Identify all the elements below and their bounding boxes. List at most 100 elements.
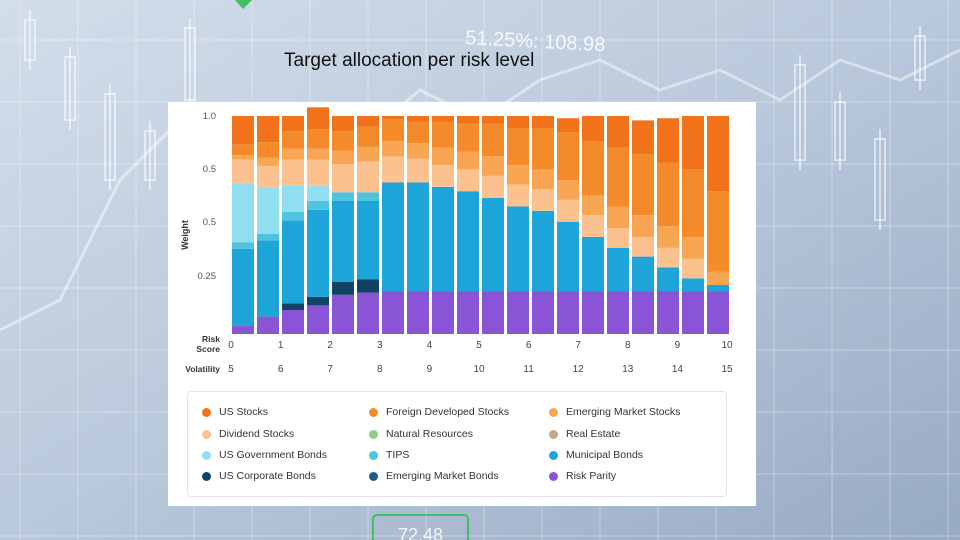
volatility-tick: 9 [427, 364, 433, 375]
bar-segment [482, 291, 504, 334]
bar-segment [607, 291, 629, 334]
legend-label: Foreign Developed Stocks [386, 406, 510, 418]
bar-segment [432, 147, 454, 165]
bg-candle-body [24, 19, 36, 61]
bar-segment [532, 169, 554, 189]
bar-segment [632, 154, 654, 216]
bg-candle-body [874, 138, 886, 221]
bar-segment [707, 291, 729, 334]
bar-segment [257, 187, 279, 234]
volatility-tick: 15 [721, 364, 733, 375]
bar-segment [582, 116, 604, 142]
bar-segment [307, 201, 329, 210]
bar-segment [657, 226, 679, 248]
bar-segment [482, 116, 504, 124]
risk-score-tick: 1 [278, 340, 284, 351]
bar-segment [682, 278, 704, 292]
bar-segment [282, 303, 304, 310]
bar-segment [557, 199, 579, 222]
bar-segment [432, 291, 454, 334]
bar-segment [657, 118, 679, 163]
risk-score-tick: 10 [721, 340, 733, 351]
volatility-tick: 11 [523, 364, 534, 375]
legend-swatch [549, 407, 558, 417]
y-tick-label: 1.0 [203, 111, 216, 122]
bg-candle-body [184, 27, 196, 101]
bar-segment [282, 116, 304, 132]
volatility-tick: 13 [622, 364, 634, 375]
bar-segment [457, 152, 479, 170]
bar-segment [332, 164, 354, 193]
volatility-tick: 7 [327, 364, 333, 375]
bar-segment [407, 182, 429, 292]
risk-score-tick: 8 [625, 340, 631, 351]
legend-label: Natural Resources [386, 428, 473, 440]
bar-segment [382, 141, 404, 157]
bar-segment [557, 180, 579, 200]
bar-segment [432, 186, 454, 292]
bar-segment [332, 201, 354, 282]
risk-score-tick: 0 [228, 340, 234, 351]
legend-item: TIPS [369, 449, 409, 461]
bar-segment [232, 183, 254, 243]
bar-segment [482, 156, 504, 176]
bar-segment [382, 119, 404, 142]
legend-item: Emerging Market Stocks [549, 406, 680, 418]
legend-swatch [369, 450, 378, 460]
bar-segment [582, 195, 604, 216]
bar-segment [482, 123, 504, 157]
bg-candle-body [794, 64, 806, 161]
bar-segment [557, 118, 579, 133]
bar-segment [557, 291, 579, 334]
bar-segment [532, 210, 554, 292]
bar-segment [282, 148, 304, 160]
bg-candle-body [104, 93, 116, 181]
bar-segment [257, 142, 279, 158]
bar-segment [307, 185, 329, 202]
bar-segment [482, 176, 504, 198]
bar-segment [357, 279, 379, 293]
legend-swatch [549, 429, 558, 439]
bar-segment [257, 240, 279, 317]
bar-segment [407, 158, 429, 183]
slide-title: Target allocation per risk level [284, 50, 535, 71]
legend-item: Municipal Bonds [549, 449, 643, 461]
bar-segment [457, 191, 479, 292]
bar-segment [257, 116, 279, 143]
legend-label: Emerging Market Bonds [386, 470, 499, 482]
bar-segment [657, 247, 679, 268]
bar-segment [482, 197, 504, 292]
legend-label: US Stocks [219, 406, 269, 418]
bar-segment [432, 121, 454, 148]
bar-segment [257, 233, 279, 241]
volatility-tick: 10 [473, 364, 485, 375]
bar-segment [707, 271, 729, 285]
bar-segment [507, 116, 529, 128]
risk-score-row-label: Score [196, 344, 220, 354]
bar-segment [457, 123, 479, 152]
ticker-box-bottom [372, 514, 469, 540]
bar-segment [682, 291, 704, 334]
bar-segment [307, 159, 329, 186]
bar-segment [632, 120, 654, 155]
bar-segment [307, 296, 329, 306]
bar-segment [507, 184, 529, 207]
bar-segment [332, 294, 354, 334]
bg-candle-body [914, 35, 926, 81]
bar-segment [282, 211, 304, 221]
legend-item: US Corporate Bonds [202, 470, 316, 482]
legend-swatch [202, 407, 211, 417]
bar-segment [282, 310, 304, 334]
bar-segment [307, 305, 329, 334]
legend-label: TIPS [386, 449, 410, 461]
volatility-tick: 8 [377, 364, 383, 375]
bar-segment [682, 116, 704, 170]
bar-segment [307, 107, 329, 130]
bar-segment [332, 131, 354, 151]
risk-score-tick: 4 [427, 340, 433, 351]
risk-score-tick: 6 [526, 340, 532, 351]
bar-segment [382, 291, 404, 334]
bar-segment [332, 281, 354, 295]
bar-segment [657, 291, 679, 334]
